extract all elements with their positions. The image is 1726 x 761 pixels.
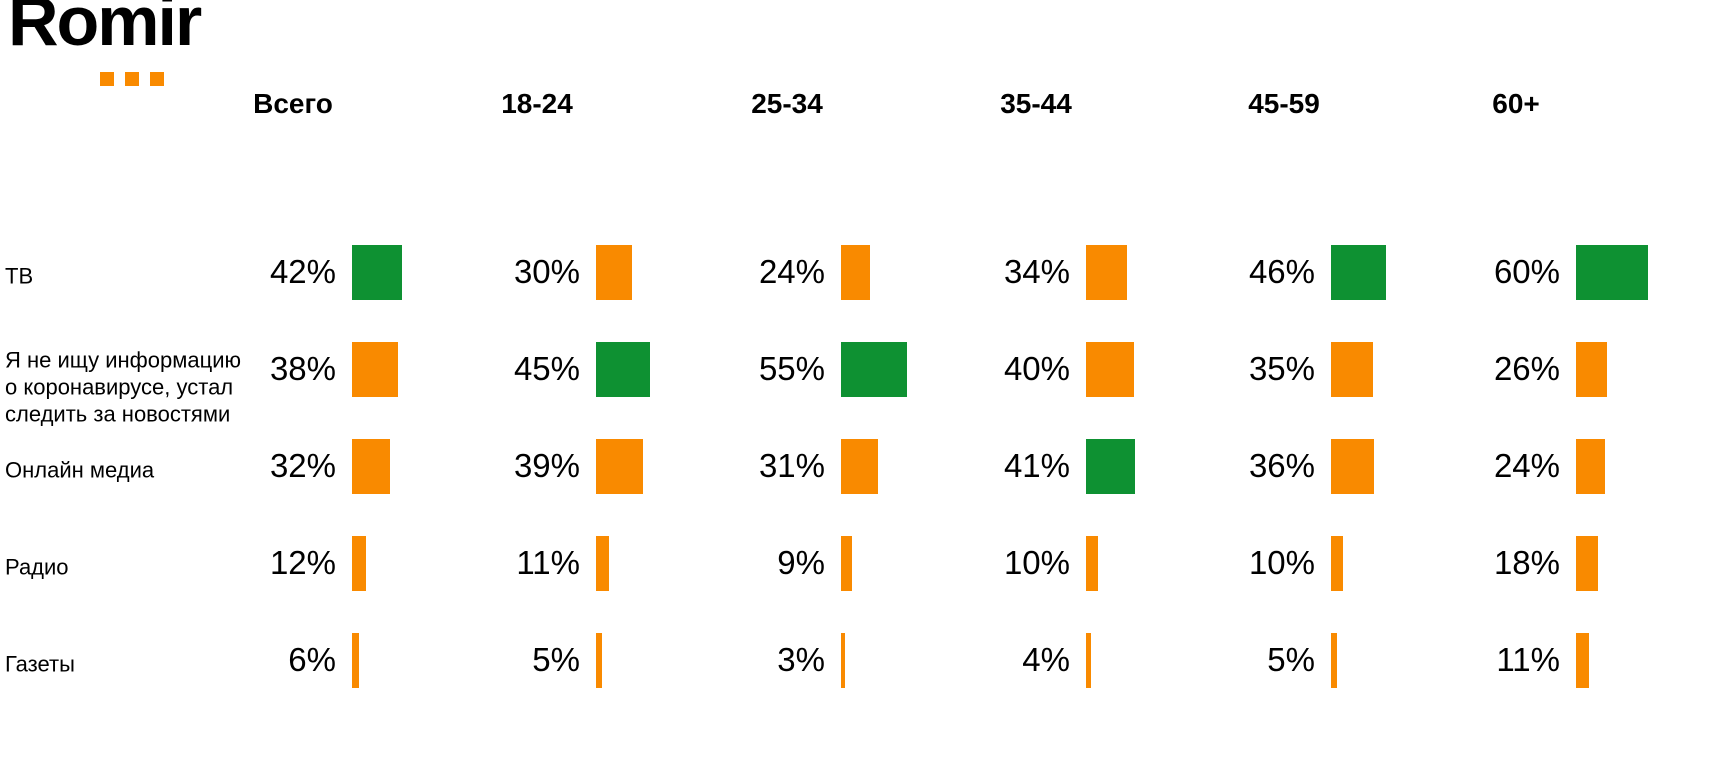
- bar: [1086, 535, 1098, 591]
- bar: [841, 244, 870, 300]
- bar: [841, 632, 845, 688]
- bar: [1331, 341, 1373, 397]
- bar: [841, 535, 852, 591]
- bar: [596, 244, 632, 300]
- row-label: Я не ищу информацию о коронавирусе, устал…: [5, 347, 241, 428]
- row-label-line: ТВ: [5, 263, 34, 289]
- value-label: 36%: [1248, 447, 1315, 484]
- value-label: 5%: [532, 641, 580, 678]
- bar: [1576, 438, 1605, 494]
- bar: [1576, 535, 1598, 591]
- value-label: 39%: [513, 447, 580, 484]
- bar: [596, 535, 609, 591]
- value-label: 42%: [269, 253, 336, 290]
- value-label: 35%: [1248, 350, 1315, 387]
- value-label: 31%: [758, 447, 825, 484]
- row-label-line: Газеты: [5, 651, 75, 677]
- value-label: 11%: [1496, 641, 1560, 678]
- value-label: 10%: [1248, 544, 1315, 581]
- row-label: Радио: [5, 554, 69, 581]
- value-label: 11%: [516, 544, 580, 581]
- bar-column-max: [1086, 438, 1135, 494]
- bar: [1576, 632, 1589, 688]
- column-header-3544: 35-44: [1000, 88, 1072, 119]
- value-label: 30%: [513, 253, 580, 290]
- logo-dot-icon: [150, 72, 164, 86]
- bar: [841, 438, 878, 494]
- value-label: 40%: [1003, 350, 1070, 387]
- row-label-line: Я не ищу информацию: [5, 347, 242, 373]
- value-label: 4%: [1022, 641, 1070, 678]
- bar: [352, 341, 398, 397]
- row-label: Газеты: [5, 651, 75, 678]
- row-label: ТВ: [5, 263, 33, 290]
- value-label: 6%: [288, 641, 336, 678]
- row-label-line: следить за новостями: [5, 401, 231, 427]
- value-label: 24%: [758, 253, 825, 290]
- romir-logo: Romir: [8, 0, 202, 86]
- value-label: 9%: [777, 544, 825, 581]
- bar-column-max: [1576, 244, 1648, 300]
- logo-dot-icon: [100, 72, 114, 86]
- bar: [596, 632, 602, 688]
- value-label: 18%: [1493, 544, 1560, 581]
- column-header-1824: 18-24: [501, 88, 573, 119]
- value-label: 55%: [758, 350, 825, 387]
- value-label: 12%: [269, 544, 336, 581]
- row-label-line: Онлайн медиа: [5, 457, 155, 483]
- value-label: 3%: [777, 641, 825, 678]
- bar: [596, 438, 643, 494]
- value-label: 5%: [1267, 641, 1315, 678]
- row-label: Онлайн медиа: [5, 457, 154, 484]
- bar: [1086, 244, 1127, 300]
- bar-column-max: [352, 244, 402, 300]
- value-label: 26%: [1493, 350, 1560, 387]
- value-label: 46%: [1248, 253, 1315, 290]
- bar: [352, 632, 359, 688]
- value-label: 45%: [513, 350, 580, 387]
- bar: [352, 438, 390, 494]
- column-header-60: 60+: [1492, 88, 1540, 119]
- bar-column-max: [1331, 244, 1386, 300]
- bar: [1086, 632, 1091, 688]
- romir-logo-dots: [100, 72, 164, 86]
- bar: [352, 535, 366, 591]
- value-label: 34%: [1003, 253, 1070, 290]
- bar: [1086, 341, 1134, 397]
- column-header-2534: 25-34: [751, 88, 823, 119]
- bar: [1576, 341, 1607, 397]
- bar-column-max: [841, 341, 907, 397]
- bar: [1331, 632, 1337, 688]
- value-label: 60%: [1493, 253, 1560, 290]
- logo-dot-icon: [125, 72, 139, 86]
- romir-logo-text: Romir: [8, 0, 202, 60]
- column-header-4559: 45-59: [1248, 88, 1320, 119]
- column-header-total: Всего: [253, 88, 333, 119]
- value-label: 24%: [1493, 447, 1560, 484]
- bar: [1331, 438, 1374, 494]
- value-label: 38%: [269, 350, 336, 387]
- bar: [1331, 535, 1343, 591]
- value-label: 10%: [1003, 544, 1070, 581]
- value-label: 41%: [1003, 447, 1070, 484]
- value-label: 32%: [269, 447, 336, 484]
- row-label-line: о коронавирусе, устал: [5, 374, 234, 400]
- bar-column-max: [596, 341, 650, 397]
- row-label-line: Радио: [5, 554, 69, 580]
